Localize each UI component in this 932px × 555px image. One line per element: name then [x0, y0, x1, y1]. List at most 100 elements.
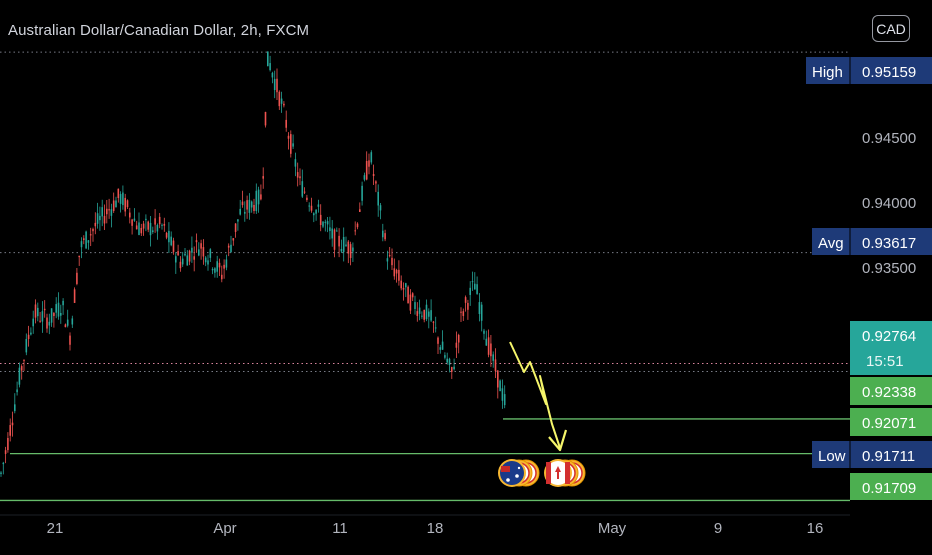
candle-body — [124, 197, 126, 212]
candle-body — [379, 205, 382, 211]
currency-badge[interactable]: CAD — [872, 15, 910, 42]
low-tag: Low 0.91711 — [812, 441, 932, 468]
support-tag-1: 0.92338 — [850, 377, 932, 405]
candle-body — [278, 91, 281, 107]
candle-body — [60, 313, 62, 316]
candle-body — [181, 258, 184, 265]
candle-body — [237, 219, 239, 222]
candle-body — [407, 286, 409, 304]
level-name-label: High — [812, 64, 843, 81]
candle-body — [382, 230, 384, 238]
flag-bar — [546, 462, 551, 484]
candle-body — [149, 222, 152, 236]
candle-body — [202, 247, 205, 257]
candle-body — [142, 223, 145, 229]
candle-body — [133, 218, 136, 221]
candle-body — [356, 223, 359, 228]
candle-body — [267, 51, 269, 67]
candle-body — [71, 318, 74, 325]
candle-body — [48, 321, 51, 326]
candle-body — [411, 293, 414, 298]
candle-body — [497, 370, 499, 388]
candle-body — [467, 302, 469, 310]
candle-body — [156, 225, 159, 232]
candle-body — [161, 224, 163, 226]
candle-body — [430, 310, 432, 321]
candle-body — [214, 268, 216, 273]
candle-body — [7, 437, 9, 451]
projection-arrow — [509, 341, 561, 449]
candle-body — [234, 223, 237, 232]
price-tag-bg — [812, 228, 932, 255]
level-price-value: 0.92764 — [862, 328, 916, 345]
candle-body — [388, 255, 391, 257]
candle-body — [27, 334, 30, 339]
candle-body — [103, 215, 106, 224]
support-tag-2: 0.92071 — [850, 408, 932, 436]
candle-body — [455, 342, 458, 348]
candle-body — [338, 235, 340, 247]
candle-body — [9, 425, 11, 436]
candle-body — [250, 201, 253, 208]
candle-body — [177, 251, 179, 256]
candle-body — [317, 204, 320, 207]
candle-body — [349, 244, 352, 258]
candle-body — [34, 304, 37, 318]
candle-body — [122, 192, 124, 206]
candle-body — [158, 216, 161, 225]
candle-body — [501, 388, 504, 401]
candle-body — [462, 311, 465, 316]
candle-body — [2, 462, 5, 465]
candle-body — [20, 366, 23, 371]
candle-body — [269, 63, 271, 71]
candle-body — [195, 240, 198, 243]
candle-body — [23, 360, 25, 362]
candle-body — [480, 304, 483, 321]
candle-body — [119, 194, 122, 204]
candle-body — [469, 287, 471, 295]
candle-body — [308, 205, 310, 207]
candle-body — [405, 283, 407, 288]
time-tick-label: 11 — [332, 520, 348, 537]
price-tick-label: 0.93500 — [862, 260, 916, 277]
candle-body — [253, 204, 255, 212]
candle-body — [0, 472, 2, 474]
candles — [0, 51, 506, 477]
time-tick-label: Apr — [213, 520, 236, 537]
chart-title: Australian Dollar/Canadian Dollar, 2h, F… — [8, 22, 310, 39]
flag-star — [517, 466, 521, 470]
time-tick-label: 21 — [47, 520, 64, 537]
candle-body — [16, 389, 18, 393]
candle-body — [306, 197, 308, 200]
candle-body — [294, 159, 297, 167]
candle-body — [377, 191, 379, 206]
candle-body — [241, 201, 244, 206]
candle-body — [418, 307, 421, 314]
candle-body — [108, 209, 110, 211]
candle-body — [257, 189, 260, 205]
candle-body — [94, 222, 97, 227]
candle-body — [244, 211, 246, 214]
level-price-value: 0.91709 — [862, 480, 916, 497]
candle-body — [303, 191, 306, 193]
candle-body — [115, 200, 117, 208]
candle-body — [14, 404, 16, 412]
candle-body — [172, 240, 175, 252]
candle-body — [487, 337, 490, 355]
candle-body — [310, 205, 313, 211]
candle-body — [170, 236, 172, 246]
time-tick-label: May — [598, 520, 627, 537]
candle-body — [280, 98, 283, 104]
flag-field — [500, 461, 524, 485]
candle-body — [78, 255, 80, 258]
candle-body — [53, 313, 55, 317]
candle-body — [73, 289, 76, 303]
candle-body — [441, 341, 444, 350]
candle-body — [184, 253, 186, 256]
candle-body — [398, 269, 400, 281]
candle-body — [453, 366, 455, 370]
candle-body — [152, 230, 154, 232]
candle-body — [285, 119, 287, 128]
